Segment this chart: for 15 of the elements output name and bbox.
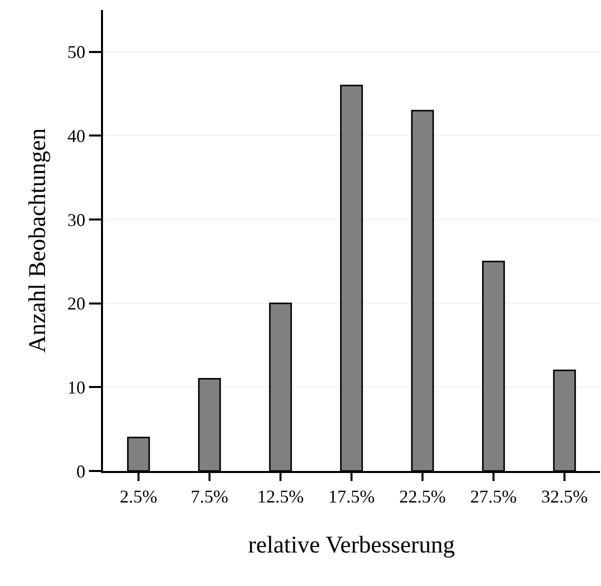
y-tick-label: 40 bbox=[67, 126, 86, 146]
x-tick-label: 32.5% bbox=[541, 486, 588, 507]
x-axis-title: relative Verbesserung bbox=[248, 532, 455, 558]
x-tick-label: 12.5% bbox=[257, 486, 304, 507]
x-tick-label: 7.5% bbox=[190, 486, 228, 507]
y-tick-label: 50 bbox=[67, 42, 86, 62]
y-tick-label: 0 bbox=[76, 461, 86, 482]
x-tick-label: 22.5% bbox=[399, 486, 446, 507]
x-tick-label: 17.5% bbox=[328, 486, 375, 507]
x-tick-label: 2.5% bbox=[120, 486, 158, 507]
x-tick-label: 27.5% bbox=[470, 486, 517, 507]
y-axis-title: Anzahl Beobachtungen bbox=[25, 128, 51, 353]
y-tick-label: 10 bbox=[67, 377, 86, 398]
y-tick-label: 20 bbox=[67, 294, 86, 314]
y-tick-label: 30 bbox=[67, 210, 86, 230]
